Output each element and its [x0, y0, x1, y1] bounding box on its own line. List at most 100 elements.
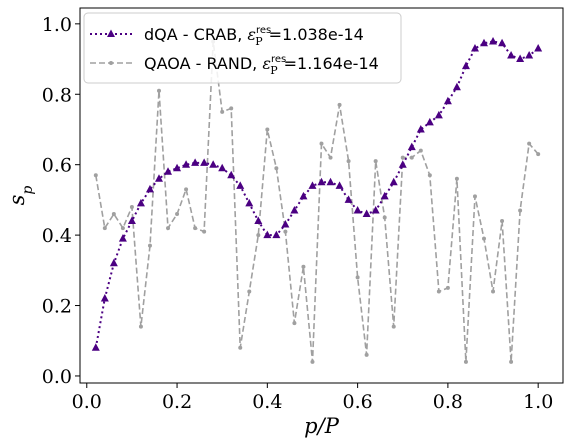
data-point-0-32	[380, 191, 389, 200]
data-point-1-9	[175, 211, 180, 216]
data-point-1-17	[247, 289, 252, 294]
data-point-0-45	[498, 38, 507, 47]
legend-label-0: dQA - CRAB, εres P =1.038e-14	[144, 25, 364, 48]
data-point-0-0	[91, 343, 100, 351]
y-tick-label: 0.4	[42, 225, 72, 247]
data-point-0-44	[489, 36, 498, 45]
data-point-0-10	[182, 160, 191, 168]
data-point-0-8	[164, 167, 173, 175]
data-point-0-26	[326, 177, 335, 186]
data-point-1-18	[256, 233, 261, 238]
y-tick-label: 1.0	[42, 14, 72, 36]
data-point-0-37	[425, 117, 434, 126]
data-point-0-5	[136, 198, 145, 207]
data-point-0-42	[470, 43, 479, 52]
data-point-1-34	[400, 155, 405, 160]
data-point-1-22	[292, 321, 297, 326]
data-point-0-19	[263, 230, 272, 239]
data-point-1-39	[445, 285, 450, 290]
y-tick-label: 0.6	[42, 155, 72, 177]
data-point-1-1	[102, 226, 107, 231]
data-point-1-43	[482, 236, 487, 241]
data-point-1-8	[166, 226, 171, 231]
data-point-0-39	[443, 96, 452, 105]
data-point-0-33	[389, 177, 398, 186]
data-point-0-30	[362, 209, 371, 217]
data-point-1-29	[355, 275, 360, 280]
legend-box	[83, 12, 402, 84]
data-point-1-46	[509, 359, 514, 364]
data-point-1-27	[337, 102, 342, 107]
data-point-0-35	[407, 142, 416, 151]
data-point-0-29	[353, 205, 362, 214]
data-point-0-20	[272, 230, 281, 239]
data-point-0-17	[245, 198, 254, 207]
data-point-1-20	[274, 166, 279, 171]
data-point-0-25	[317, 177, 326, 186]
x-tick-label: 1.0	[523, 391, 553, 413]
data-point-1-28	[346, 159, 351, 164]
data-point-1-19	[265, 127, 270, 132]
data-point-0-46	[507, 51, 516, 59]
data-point-0-24	[308, 181, 317, 189]
data-point-0-49	[534, 43, 543, 52]
data-point-0-2	[109, 258, 118, 267]
data-point-0-36	[416, 124, 425, 133]
x-tick-label: 0.0	[72, 391, 102, 413]
data-point-0-7	[154, 174, 163, 182]
data-point-1-47	[518, 208, 523, 213]
x-tick-label: 0.4	[252, 391, 282, 413]
data-point-1-15	[229, 106, 234, 111]
data-point-0-48	[525, 51, 534, 59]
data-point-1-48	[527, 141, 532, 146]
data-point-0-16	[236, 181, 245, 189]
data-point-0-13	[209, 160, 218, 168]
data-point-0-43	[480, 38, 489, 47]
data-point-1-0	[93, 173, 98, 178]
data-point-1-44	[491, 289, 496, 294]
data-point-0-34	[398, 160, 407, 168]
data-point-1-7	[156, 88, 161, 93]
data-point-1-3	[120, 226, 125, 231]
y-tick-label: 0.2	[42, 296, 72, 318]
data-point-0-28	[344, 195, 353, 203]
data-point-1-12	[202, 229, 207, 234]
data-point-1-4	[129, 204, 134, 209]
data-point-0-27	[335, 181, 344, 189]
series-line-0	[94, 40, 539, 348]
legend-swatch-marker-1	[109, 61, 113, 65]
y-tick-label: 0.0	[42, 366, 72, 388]
legend-swatch-marker-0	[107, 29, 115, 37]
data-point-1-41	[463, 359, 468, 364]
x-axis-label: p/P	[304, 414, 340, 438]
data-point-1-2	[111, 211, 116, 216]
data-point-1-35	[409, 155, 414, 160]
data-point-1-30	[364, 352, 369, 357]
data-point-1-25	[319, 141, 324, 146]
data-point-0-21	[281, 220, 290, 228]
data-point-0-12	[200, 158, 209, 166]
data-point-0-9	[173, 163, 182, 172]
data-point-0-1	[100, 293, 109, 302]
data-point-0-23	[299, 191, 308, 200]
data-point-0-6	[145, 184, 154, 193]
data-point-1-5	[138, 324, 143, 329]
y-tick-label: 0.8	[42, 84, 72, 106]
x-tick-label: 0.2	[162, 391, 192, 413]
data-point-1-23	[301, 264, 306, 269]
data-point-1-6	[147, 243, 152, 248]
data-point-1-24	[310, 359, 315, 364]
x-tick-label: 0.8	[433, 391, 463, 413]
data-point-1-10	[184, 187, 189, 192]
plot-frame	[79, 7, 564, 384]
series-line-1	[95, 41, 539, 362]
data-point-1-21	[283, 229, 288, 234]
data-point-1-49	[536, 152, 541, 157]
axes: 0.0 0.2 0.4 0.6 0.8 1.0 0.0 0.2 0.4 0.6 0.8 1.0	[42, 7, 564, 413]
data-point-0-3	[118, 234, 127, 242]
data-point-1-14	[220, 109, 225, 114]
data-point-0-47	[516, 54, 525, 63]
data-point-0-18	[254, 216, 263, 225]
data-point-0-38	[434, 110, 443, 119]
data-point-0-31	[371, 205, 380, 214]
